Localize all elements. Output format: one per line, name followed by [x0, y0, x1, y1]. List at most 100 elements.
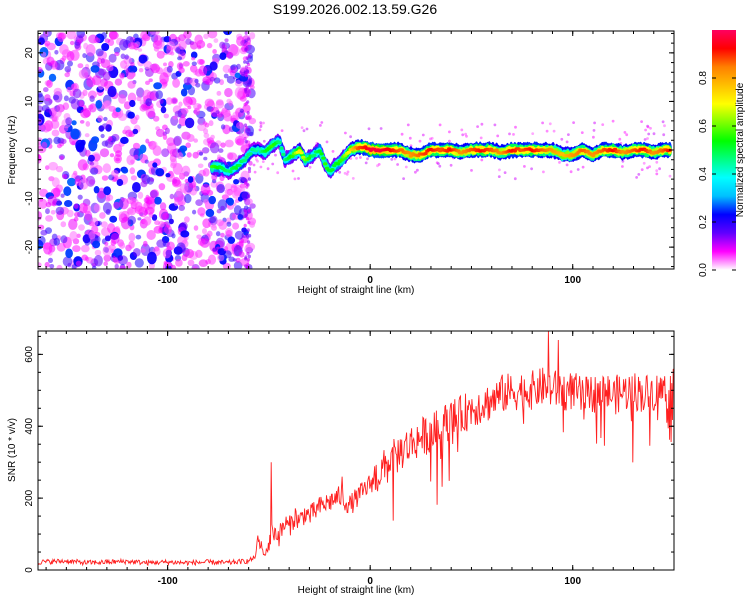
y-tick-label: 20 — [24, 47, 35, 59]
faint-point — [437, 162, 440, 166]
noise-blob — [126, 196, 136, 205]
faint-point — [343, 171, 347, 175]
faint-point — [569, 170, 573, 174]
noise-blob — [151, 214, 158, 221]
noise-blob — [114, 263, 119, 269]
noise-blob — [193, 225, 199, 231]
noise-blob — [100, 59, 111, 69]
noise-blob — [166, 261, 171, 267]
noise-blob — [207, 254, 217, 265]
faint-point — [400, 132, 404, 136]
noise-blob — [198, 259, 208, 268]
noise-blob — [41, 122, 51, 133]
faint-point — [623, 131, 627, 134]
noise-blob — [190, 51, 198, 59]
ridge-segment — [335, 162, 341, 166]
noise-blob — [97, 115, 104, 122]
noise-blob — [173, 135, 182, 146]
noise-blob — [246, 100, 250, 104]
noise-blob — [238, 133, 244, 139]
faint-point — [545, 129, 549, 133]
faint-point — [377, 163, 381, 166]
faint-point — [643, 138, 647, 141]
faint-point — [565, 163, 569, 167]
faint-point — [658, 167, 661, 171]
noise-blob — [147, 251, 157, 265]
y-tick-label: 0 — [24, 147, 35, 153]
noise-blob — [52, 94, 60, 101]
ridge-segment — [290, 154, 295, 158]
noise-blob — [64, 66, 72, 73]
noise-blob — [224, 38, 229, 42]
noise-blob — [235, 257, 241, 263]
noise-blob — [212, 49, 217, 54]
signal-ridge — [210, 133, 672, 181]
noise-blob — [155, 90, 163, 100]
noise-blob — [127, 215, 136, 225]
noise-blob — [52, 105, 62, 118]
noise-blob — [159, 72, 169, 85]
faint-point — [409, 144, 413, 148]
noise-blob — [153, 225, 163, 234]
noise-blob — [62, 174, 68, 179]
faint-point — [668, 174, 672, 178]
ridge-segment — [257, 147, 262, 151]
noise-blob — [120, 136, 129, 144]
faint-point — [319, 124, 322, 127]
noise-blob — [244, 213, 248, 218]
noise-blob — [197, 238, 206, 246]
noise-blob — [119, 72, 125, 79]
noise-blob — [58, 32, 67, 40]
noise-blob — [70, 83, 77, 91]
faint-point — [359, 156, 362, 159]
noise-blob — [244, 47, 248, 52]
noise-blob — [222, 64, 231, 74]
noise-blob — [48, 73, 57, 82]
noise-blob — [246, 93, 250, 98]
noise-blob — [132, 182, 141, 193]
noise-blob — [202, 168, 210, 177]
noise-blob — [209, 61, 218, 71]
y-tick-label: 0 — [24, 567, 35, 573]
ridge-segment — [317, 149, 322, 153]
noise-blob — [162, 134, 168, 140]
snr-y-label: SNR (10 * v/v) — [7, 418, 18, 482]
noise-blob — [72, 245, 81, 253]
faint-point — [581, 165, 585, 169]
noise-blob — [42, 242, 52, 250]
noise-blob — [153, 46, 160, 52]
faint-point — [593, 121, 596, 125]
noise-blob — [92, 265, 97, 269]
noise-blob — [211, 173, 218, 181]
noise-blob — [133, 154, 139, 160]
noise-blob — [134, 258, 144, 268]
noise-blob — [127, 80, 136, 89]
noise-blob — [207, 230, 213, 237]
noise-blob — [105, 197, 111, 202]
noise-blob — [48, 161, 58, 171]
noise-blob — [232, 222, 240, 230]
noise-blob — [169, 149, 178, 157]
noise-blob — [53, 237, 61, 246]
noise-blob — [120, 60, 128, 69]
noise-blob — [213, 77, 221, 84]
noise-blob — [178, 116, 187, 127]
faint-point — [646, 137, 649, 140]
noise-blob — [227, 152, 238, 161]
ridge-segment — [406, 151, 412, 155]
noise-blob — [95, 100, 103, 109]
noise-blob — [246, 251, 250, 256]
x-tick-label: 0 — [367, 576, 373, 587]
faint-point — [560, 137, 564, 141]
noise-blob — [146, 230, 156, 240]
faint-point — [325, 140, 329, 144]
noise-blob — [172, 115, 178, 120]
noise-blob — [103, 186, 112, 196]
faint-point — [625, 133, 629, 137]
noise-blob — [191, 57, 196, 61]
noise-blob — [103, 261, 108, 267]
noise-blob — [163, 62, 167, 67]
y-tick-label: -20 — [24, 239, 35, 254]
faint-point — [448, 130, 451, 134]
